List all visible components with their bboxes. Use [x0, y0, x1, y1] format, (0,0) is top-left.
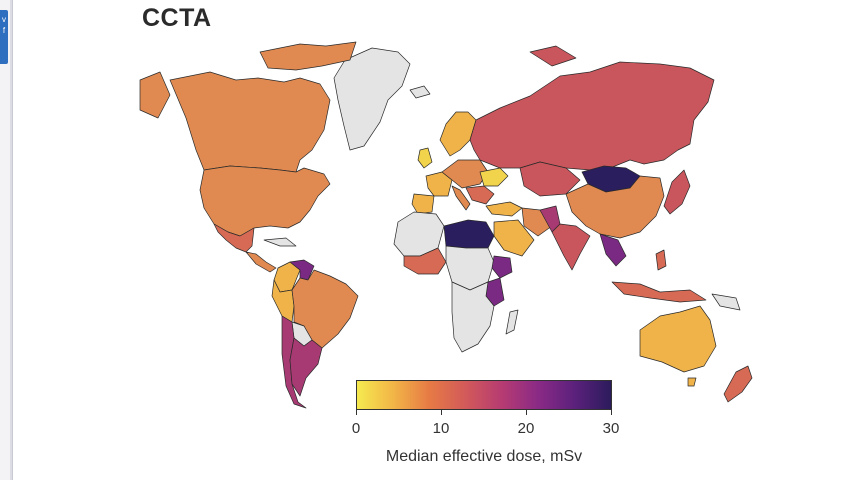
- region-china: [565, 175, 665, 239]
- region-usa: [199, 165, 331, 237]
- region-mexico: [213, 223, 255, 253]
- region-turkey: [485, 201, 523, 217]
- region-iceland: [409, 85, 431, 99]
- panel-title: CCTA: [142, 4, 212, 32]
- region-iberia: [411, 193, 435, 215]
- region-madagascar: [505, 309, 519, 335]
- region-iran: [521, 207, 553, 237]
- region-kazakhstan: [519, 161, 581, 197]
- legend-tick: [526, 410, 527, 415]
- region-west-africa: [403, 247, 447, 275]
- region-japan: [663, 169, 691, 215]
- region-southern-africa: [451, 281, 495, 353]
- region-se-asia: [599, 233, 627, 267]
- region-new-zealand: [723, 365, 753, 403]
- region-brazil: [291, 269, 359, 349]
- region-indonesia: [611, 281, 707, 303]
- region-russia-islands: [529, 45, 577, 67]
- left-window-edge: v f: [0, 0, 13, 480]
- legend-tick-label: 30: [602, 420, 620, 437]
- region-uk: [417, 147, 433, 169]
- region-tasmania: [687, 377, 697, 387]
- legend-tick: [611, 410, 612, 415]
- region-libya-egypt: [443, 219, 495, 249]
- region-papua: [711, 293, 741, 311]
- region-canada: [169, 71, 331, 173]
- side-tab[interactable]: v f: [0, 10, 8, 64]
- legend-tick: [356, 410, 357, 415]
- region-cuba: [263, 237, 297, 247]
- legend-tick: [441, 410, 442, 415]
- legend-tick-label: 0: [351, 420, 361, 437]
- region-central-america: [245, 251, 277, 273]
- color-scale-bar: [356, 380, 612, 410]
- region-philippines: [655, 249, 667, 271]
- legend-title: Median effective dose, mSv: [385, 448, 583, 465]
- region-scandinavia: [439, 111, 477, 157]
- region-greenland: [333, 47, 411, 151]
- region-italy: [451, 185, 471, 211]
- legend-tick-label: 20: [517, 420, 535, 437]
- region-peru: [271, 279, 295, 323]
- region-india: [551, 223, 591, 271]
- side-tab-text: v f: [2, 15, 6, 35]
- region-alaska: [139, 71, 171, 119]
- region-chile: [281, 315, 307, 409]
- region-argentina: [289, 337, 323, 397]
- window-border: [10, 0, 12, 480]
- region-ukraine: [479, 167, 509, 187]
- region-canada-islands: [259, 41, 357, 71]
- region-australia: [639, 305, 717, 373]
- legend-tick-label: 10: [432, 420, 450, 437]
- region-balkans: [465, 185, 495, 205]
- region-russia: [469, 61, 715, 171]
- region-ethiopia: [491, 255, 513, 279]
